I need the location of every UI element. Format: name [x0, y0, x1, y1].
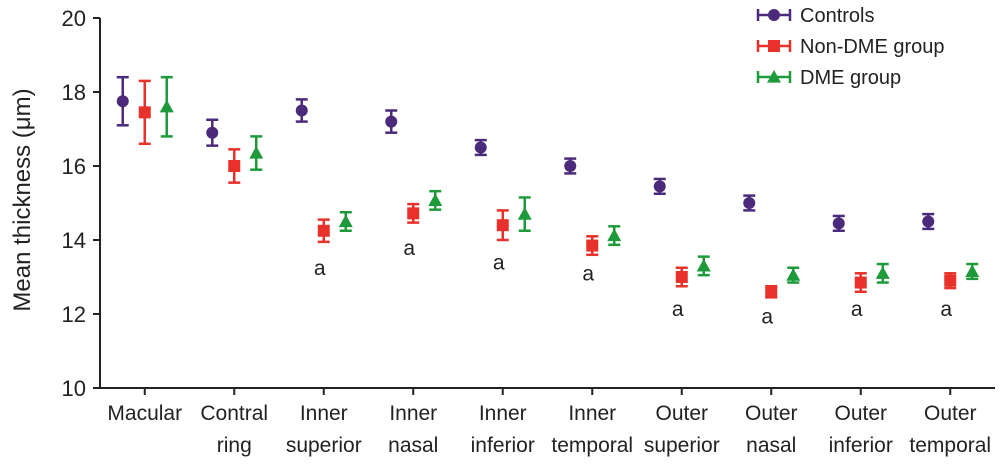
data-point	[228, 160, 241, 172]
annotation-label: a	[493, 252, 505, 275]
data-point	[965, 264, 980, 278]
legend-label: Non-DME group	[800, 36, 945, 58]
data-point	[743, 197, 756, 209]
data-point	[317, 224, 330, 237]
data-point	[607, 228, 622, 242]
annotation-label: a	[851, 298, 863, 321]
legend-label: Controls	[800, 5, 874, 27]
y-tick-label: 20	[62, 6, 86, 31]
x-tick-label: Outer	[745, 402, 798, 425]
legend: Controls Non-DME group DME group	[756, 5, 945, 89]
data-point	[653, 180, 666, 193]
axes	[99, 18, 995, 389]
data-point	[564, 160, 577, 172]
x-tick-label: superior	[644, 434, 720, 457]
y-tick-label: 12	[62, 302, 86, 327]
x-tick-label: Outer	[834, 402, 887, 425]
legend-marker	[767, 70, 781, 83]
x-tick-label: Inner	[389, 402, 437, 425]
data-point	[474, 141, 487, 154]
x-tick-label: inferior	[471, 434, 535, 457]
series-0	[116, 75, 935, 232]
annotation-label: a	[940, 298, 952, 321]
legend-label: DME group	[800, 67, 901, 89]
data-point	[428, 193, 443, 207]
y-tick-label: 14	[62, 228, 86, 253]
annotation-label: a	[314, 257, 326, 280]
data-point	[922, 215, 935, 228]
annotation-label: a	[403, 237, 415, 260]
y-tick-label: 18	[62, 80, 86, 105]
data-point	[875, 266, 890, 279]
legend-item: Controls	[756, 5, 874, 27]
x-category-labels: Macular Contral ring Inner superior Inner nasa…	[107, 388, 991, 457]
series-2	[159, 75, 980, 284]
data-point	[854, 276, 867, 289]
legend-item: Non-DME group	[756, 36, 945, 58]
x-tick-label: Macular	[107, 402, 182, 425]
series-1	[138, 79, 957, 299]
annotation-label: a	[582, 263, 594, 286]
data-point	[295, 104, 308, 117]
data-point	[249, 146, 264, 159]
data-point	[944, 274, 957, 287]
y-ticks: 10 12 14 16 18 20	[62, 6, 100, 401]
data-point	[517, 207, 532, 220]
x-tick-label: Inner	[568, 402, 616, 425]
x-tick-label: superior	[286, 434, 362, 457]
x-tick-label: Outer	[655, 402, 708, 425]
data-point	[385, 115, 398, 128]
data-point	[138, 106, 151, 119]
y-tick-label: 16	[62, 154, 86, 179]
legend-marker	[768, 40, 780, 52]
x-tick-label: Contral	[200, 402, 268, 425]
series-group	[116, 75, 980, 299]
legend-item: DME group	[756, 67, 901, 89]
annotations: a a a a a a a a	[314, 237, 953, 328]
data-point	[116, 95, 129, 108]
annotation-label: a	[761, 305, 773, 328]
data-point	[159, 99, 174, 113]
x-tick-label: ring	[217, 434, 252, 457]
x-tick-label: inferior	[829, 434, 893, 457]
data-point	[786, 268, 801, 281]
data-point	[696, 258, 711, 272]
x-tick-label: temporal	[909, 434, 991, 457]
annotation-label: a	[672, 298, 684, 321]
data-point	[496, 219, 509, 232]
data-point	[407, 207, 420, 220]
data-point	[675, 271, 688, 283]
data-point	[586, 239, 599, 252]
data-point	[206, 126, 219, 139]
y-axis-title: Mean thickness (μm)	[9, 88, 36, 311]
x-tick-label: temporal	[551, 434, 633, 457]
x-tick-label: Inner	[479, 402, 527, 425]
data-point	[832, 217, 845, 230]
x-tick-label: Inner	[300, 402, 348, 425]
x-tick-label: nasal	[746, 434, 796, 457]
data-point	[765, 285, 778, 298]
x-tick-label: Outer	[924, 402, 977, 425]
legend-marker	[768, 9, 780, 21]
data-point	[338, 214, 353, 228]
x-tick-label: nasal	[388, 434, 438, 457]
y-tick-label: 10	[62, 376, 86, 401]
